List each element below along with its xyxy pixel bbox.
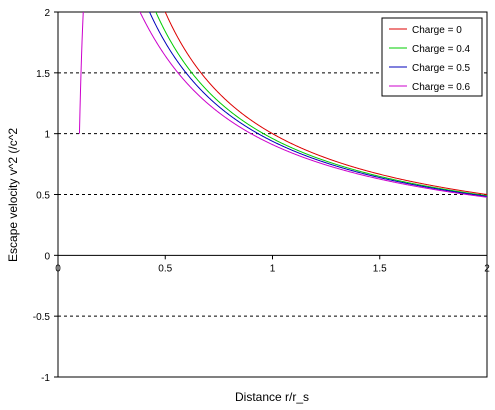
legend-box: [381, 17, 483, 97]
y-tick-label: -0.5: [33, 312, 51, 323]
x-tick-label: 1.5: [373, 263, 387, 274]
y-tick-label: 0.5: [36, 191, 50, 202]
y-tick-label: 1.5: [36, 69, 50, 80]
tick-labels: 0 0.5 1 1.5 2 -1 -0.5 0 0.5 1 1.5 2: [33, 8, 490, 384]
y-tick-label: 0: [44, 251, 50, 262]
y-tick-label: -1: [41, 373, 50, 384]
axes: [54, 11, 488, 378]
y-tick-label: 1: [44, 130, 50, 141]
x-axis-title: Distance r/r_s: [235, 390, 309, 404]
series-line: [155, 12, 487, 197]
x-tick-label: 1: [270, 263, 276, 274]
legend-label: Charge = 0.6: [412, 82, 471, 93]
legend-label: Charge = 0.5: [412, 63, 471, 74]
legend: Charge = 0 Charge = 0.4 Charge = 0.5 Charge…: [381, 17, 483, 97]
x-tick-label: 2: [484, 263, 490, 274]
legend-label: Charge = 0.4: [412, 44, 471, 55]
y-tick-label: 2: [44, 8, 50, 19]
series-line: [148, 12, 487, 197]
series-line: [164, 12, 487, 195]
legend-label: Charge = 0: [412, 25, 462, 36]
series-line: [78, 12, 487, 198]
series-lines: [78, 12, 487, 198]
x-tick-label: 0: [55, 263, 61, 274]
x-tick-label: 0.5: [158, 263, 172, 274]
y-axis-title: Escape velocity v^2 (/c^2: [6, 128, 20, 262]
